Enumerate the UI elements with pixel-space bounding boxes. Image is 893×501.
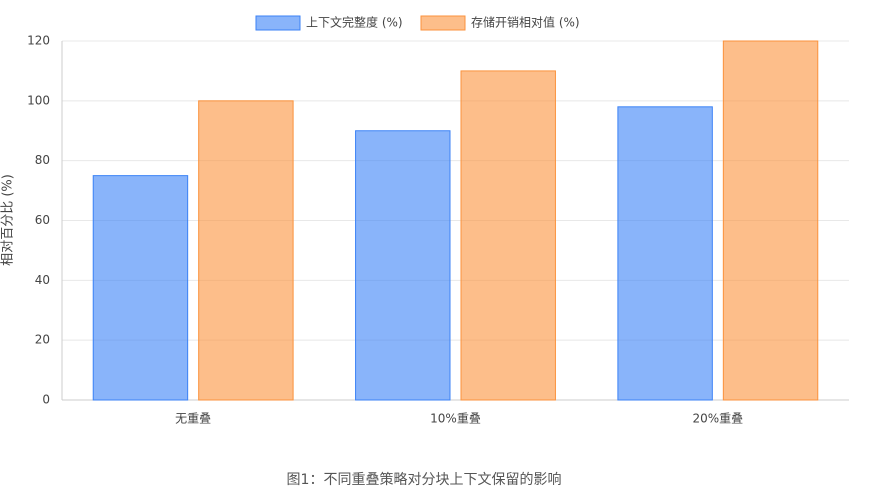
legend-swatch (255, 15, 301, 31)
y-tick-label: 40 (35, 273, 50, 287)
y-tick-label: 80 (35, 153, 50, 167)
bar (722, 40, 819, 401)
y-axis-label: 相对百分比 (%) (1, 174, 16, 266)
x-tick-label: 无重叠 (175, 412, 211, 426)
y-tick-label: 100 (27, 93, 50, 107)
y-tick-label: 0 (42, 393, 50, 407)
legend-swatch (420, 15, 466, 31)
legend-label: 上下文完整度 (%) (306, 15, 403, 30)
legend-label: 存储开销相对值 (%) (471, 15, 580, 30)
y-tick-label: 60 (35, 213, 50, 227)
y-tick-label: 20 (35, 333, 50, 347)
y-tick-label: 120 (27, 34, 50, 48)
bar (92, 175, 189, 401)
x-tick-label: 10%重叠 (430, 412, 481, 426)
bar (617, 106, 713, 401)
caption: 图1：不同重叠策略对分块上下文保留的影响 (287, 471, 562, 488)
bar (198, 100, 294, 401)
bar (355, 130, 451, 401)
x-tick-label: 20%重叠 (692, 412, 743, 426)
bar (460, 70, 556, 401)
